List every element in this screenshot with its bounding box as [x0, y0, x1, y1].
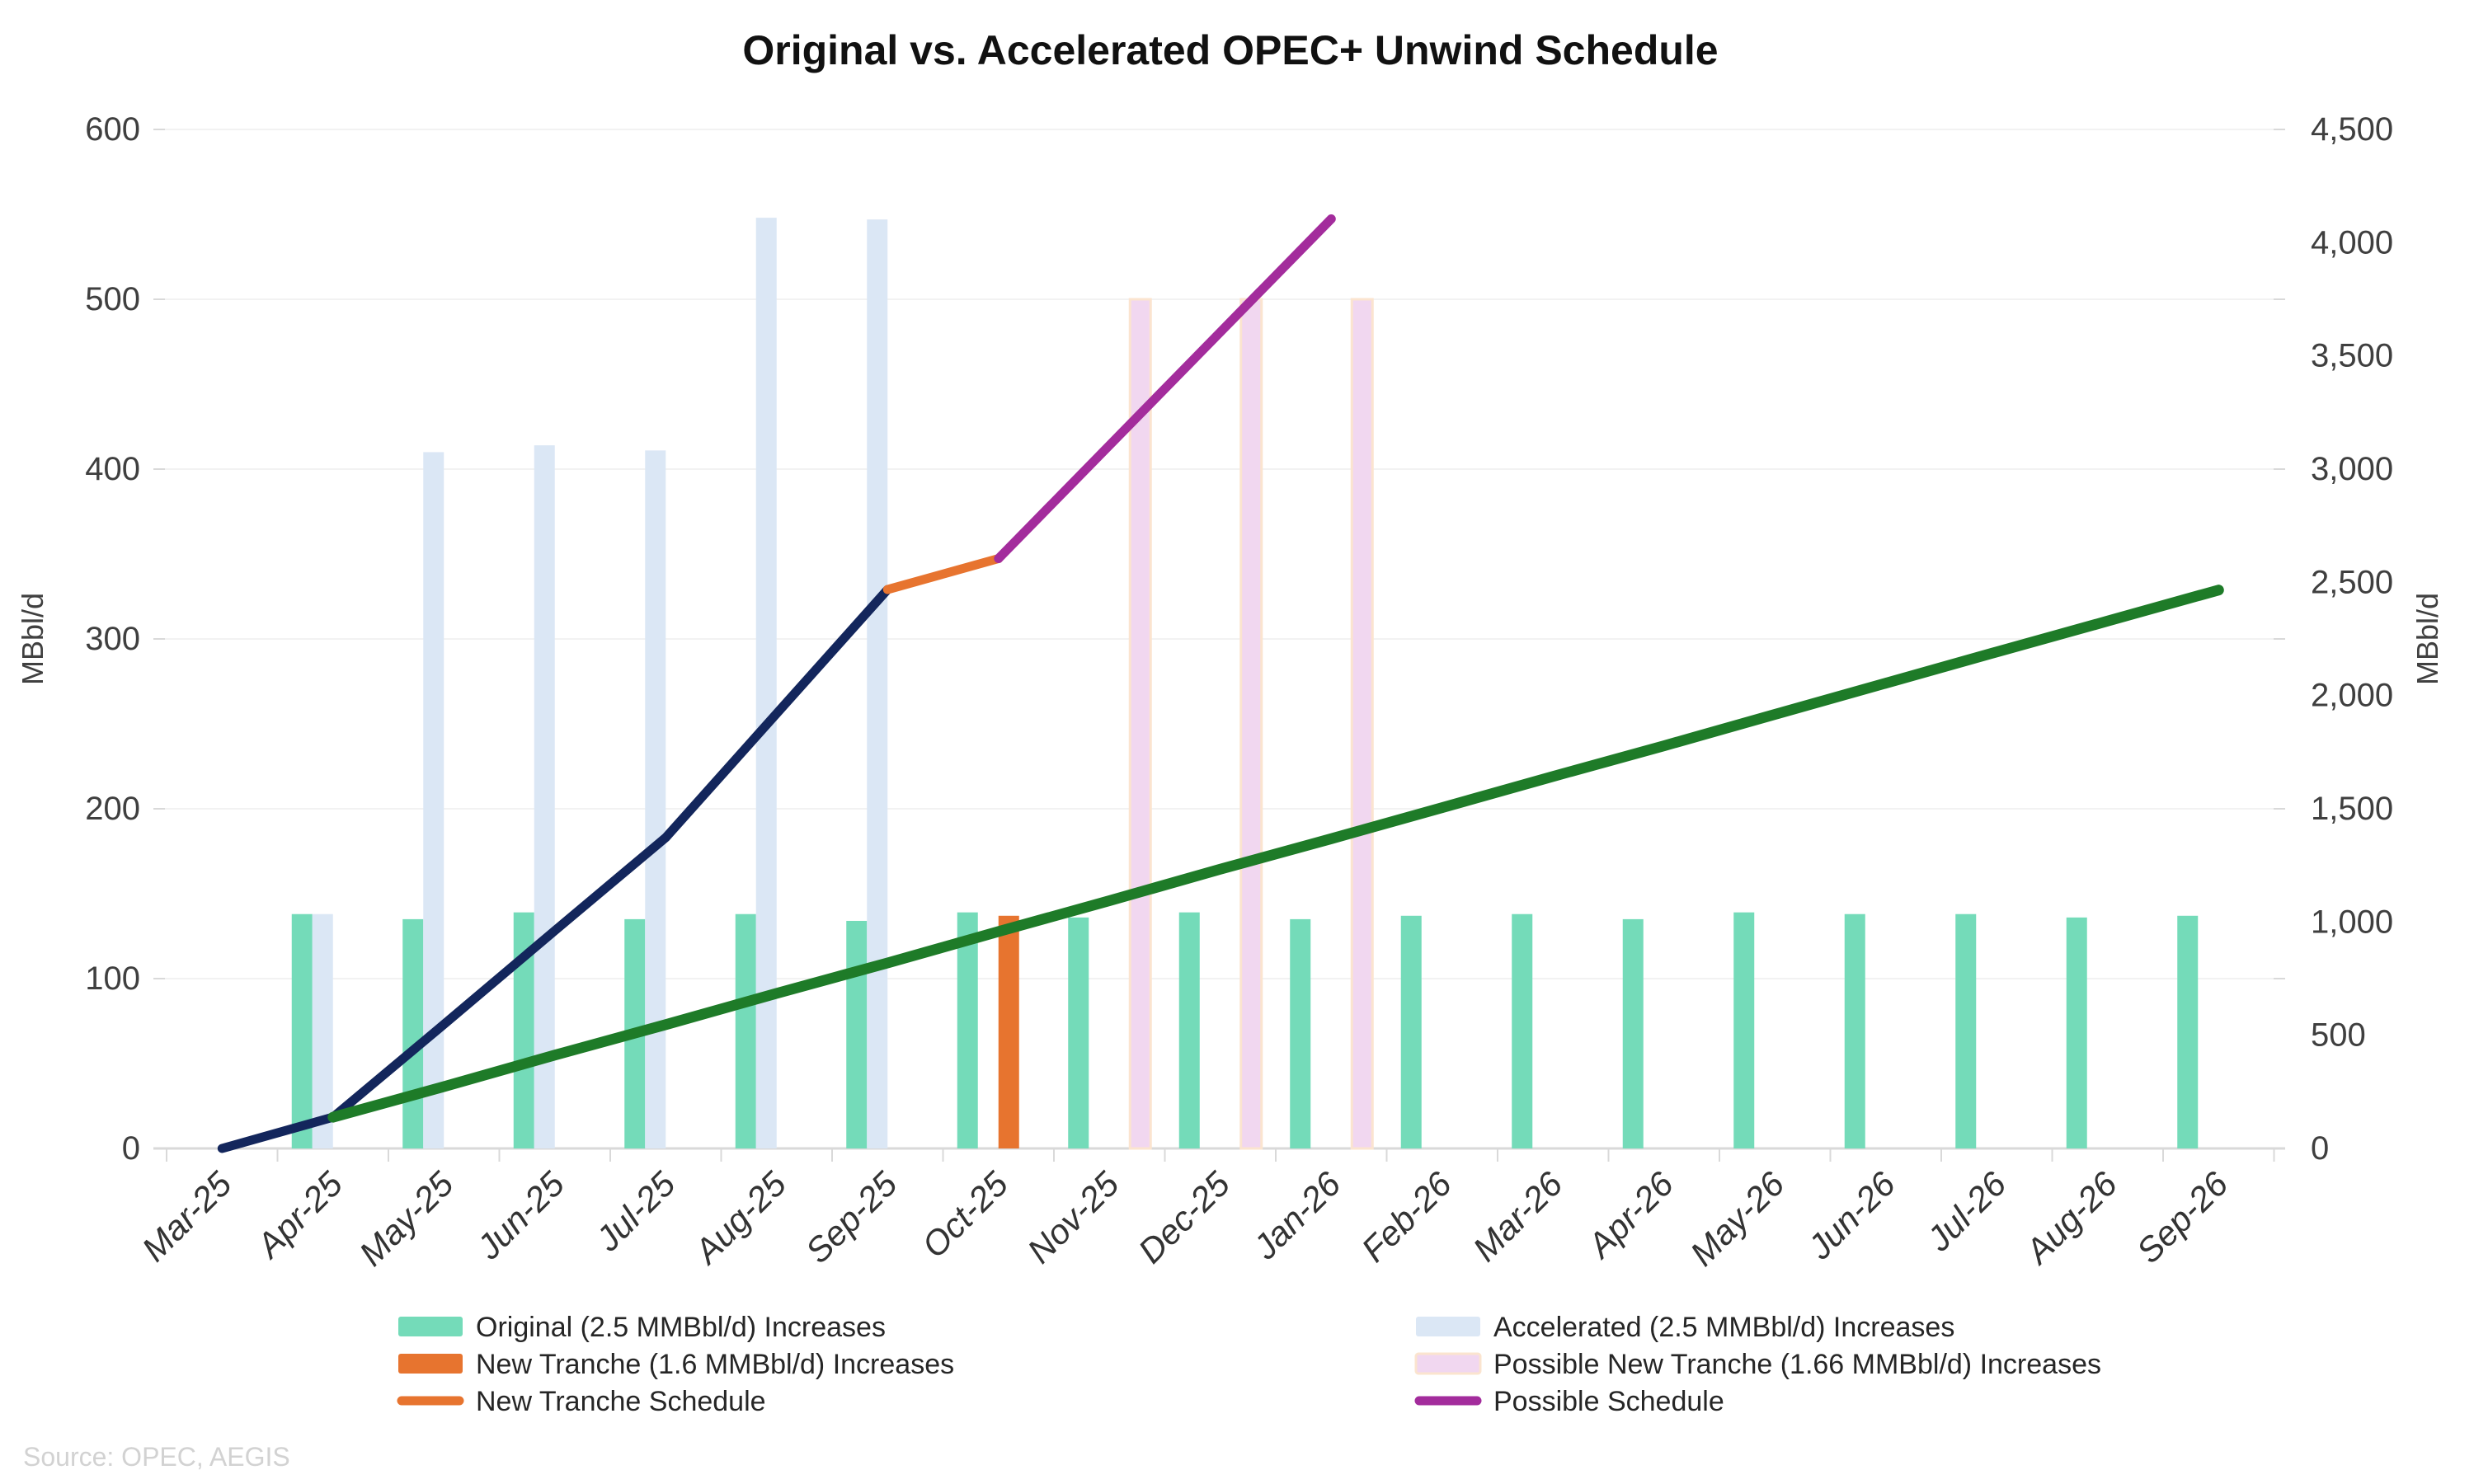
bar-possible-new-tranche-nov-25 — [1128, 298, 1152, 1150]
bar-original-jan-26 — [1290, 918, 1311, 1148]
right-axis-tick-label-3500: 3,500 — [2311, 338, 2393, 374]
legend-label-possible-schedule: Possible Schedule — [1493, 1386, 1724, 1417]
bar-original-nov-25 — [1068, 917, 1089, 1148]
legend-group: Original (2.5 MMBbl/d) Increases New Tran… — [397, 1312, 2101, 1417]
bar-new-tranche-oct-25 — [998, 915, 1019, 1148]
x-axis-label-dec-25: Dec-25 — [1131, 1164, 1237, 1270]
right-axis-tick-label-3000: 3,000 — [2311, 451, 2393, 487]
bar-original-mar-26 — [1512, 913, 1533, 1148]
bars-group — [291, 218, 2199, 1150]
x-axis-label-sep-25: Sep-25 — [798, 1164, 905, 1270]
right-axis-tick-label-4000: 4,000 — [2311, 224, 2393, 261]
original-schedule-line — [327, 585, 2224, 1123]
bar-original-sep-25 — [846, 920, 868, 1148]
new-tranche-schedule-line — [882, 554, 1004, 594]
x-axis-label-mar-25: Mar-25 — [134, 1164, 239, 1269]
left-axis-tick-label-100: 100 — [85, 960, 140, 997]
right-axis-title: MBbl/d — [2411, 593, 2444, 685]
bar-original-oct-25 — [957, 912, 978, 1148]
x-axis-label-jul-25: Jul-25 — [588, 1164, 683, 1259]
x-axis-label-mar-26: Mar-26 — [1465, 1164, 1570, 1269]
bar-accelerated-jun-25 — [534, 445, 555, 1148]
x-axis-label-jul-26: Jul-26 — [1919, 1164, 2014, 1259]
left-axis-tick-label-200: 200 — [85, 791, 140, 827]
bar-accelerated-sep-25 — [867, 219, 888, 1149]
x-axis-label-jun-25: Jun-25 — [468, 1164, 571, 1267]
bar-original-apr-26 — [1622, 918, 1644, 1148]
legend-label-original-2-5-mmbbl-d-increases: Original (2.5 MMBbl/d) Increases — [476, 1312, 886, 1343]
right-axis-tick-label-0: 0 — [2311, 1130, 2329, 1167]
x-axis-label-nov-25: Nov-25 — [1020, 1164, 1126, 1270]
bar-accelerated-jul-25 — [645, 450, 666, 1148]
legend-swatch-new-tranche-1-6-mmbbl-d-increases — [398, 1354, 463, 1374]
left-axis-tick-label-0: 0 — [122, 1130, 140, 1167]
bar-original-sep-26 — [2177, 915, 2199, 1148]
bar-original-may-26 — [1733, 912, 1755, 1148]
bar-original-apr-25 — [291, 913, 313, 1148]
x-axis-label-oct-25: Oct-25 — [915, 1164, 1016, 1266]
possible-schedule-line — [994, 214, 1336, 563]
bar-accelerated-apr-25 — [312, 913, 333, 1148]
legend-swatch-possible-new-tranche-1-66-mmbbl-d-increases — [1414, 1352, 1482, 1375]
bar-original-feb-26 — [1400, 915, 1422, 1148]
x-axis-label-may-26: May-26 — [1682, 1164, 1792, 1274]
legend-swatch-accelerated-2-5-mmbbl-d-increases — [1416, 1317, 1480, 1336]
left-axis-tick-label-400: 400 — [85, 451, 140, 487]
left-axis-title: MBbl/d — [16, 593, 49, 685]
bar-possible-new-tranche-dec-25 — [1239, 298, 1263, 1150]
x-axis-label-sep-26: Sep-26 — [2129, 1164, 2236, 1270]
left-axis-tick-label-300: 300 — [85, 621, 140, 657]
right-axis-tick-label-4500: 4,500 — [2311, 111, 2393, 148]
x-axis-label-apr-26: Apr-26 — [1578, 1164, 1681, 1266]
legend-label-new-tranche-schedule: New Tranche Schedule — [476, 1386, 766, 1417]
legend-label-new-tranche-1-6-mmbbl-d-increases: New Tranche (1.6 MMBbl/d) Increases — [476, 1349, 954, 1380]
x-axis-label-apr-25: Apr-25 — [247, 1164, 350, 1266]
bar-original-aug-25 — [735, 913, 756, 1148]
bar-original-jun-26 — [1844, 913, 1865, 1148]
legend-label-possible-new-tranche-1-66-mmbbl-d-increases: Possible New Tranche (1.66 MMBbl/d) Incr… — [1493, 1349, 2101, 1380]
x-axis-label-aug-26: Aug-26 — [2016, 1164, 2125, 1273]
right-axis-tick-label-1500: 1,500 — [2311, 791, 2393, 827]
right-axis-tick-label-1000: 1,000 — [2311, 904, 2393, 940]
x-axis-label-jun-26: Jun-26 — [1799, 1164, 1903, 1267]
right-axis-tick-label-2000: 2,000 — [2311, 678, 2393, 714]
left-axis-tick-label-500: 500 — [85, 281, 140, 317]
lines-group — [217, 214, 2224, 1153]
bar-original-may-25 — [402, 918, 424, 1148]
bar-original-jul-26 — [1955, 913, 1977, 1148]
right-axis-tick-label-2500: 2,500 — [2311, 564, 2393, 600]
legend-swatch-original-2-5-mmbbl-d-increases — [398, 1317, 463, 1336]
right-axis-tick-label-500: 500 — [2311, 1017, 2366, 1054]
chart-title: Original vs. Accelerated OPEC+ Unwind Sc… — [742, 27, 1718, 73]
bar-possible-new-tranche-jan-26 — [1350, 298, 1374, 1150]
x-axis-label-aug-25: Aug-25 — [685, 1164, 794, 1273]
x-axis-label-feb-26: Feb-26 — [1354, 1164, 1460, 1270]
bar-original-aug-26 — [2066, 917, 2087, 1148]
bar-original-dec-25 — [1178, 912, 1200, 1148]
x-axis-label-may-25: May-25 — [351, 1164, 461, 1274]
x-axis-label-jan-26: Jan-26 — [1245, 1164, 1348, 1267]
bar-accelerated-aug-25 — [755, 218, 777, 1148]
source-note: Source: OPEC, AEGIS — [23, 1442, 290, 1472]
left-axis-tick-label-600: 600 — [85, 111, 140, 148]
legend-label-accelerated-2-5-mmbbl-d-increases: Accelerated (2.5 MMBbl/d) Increases — [1493, 1312, 1954, 1343]
